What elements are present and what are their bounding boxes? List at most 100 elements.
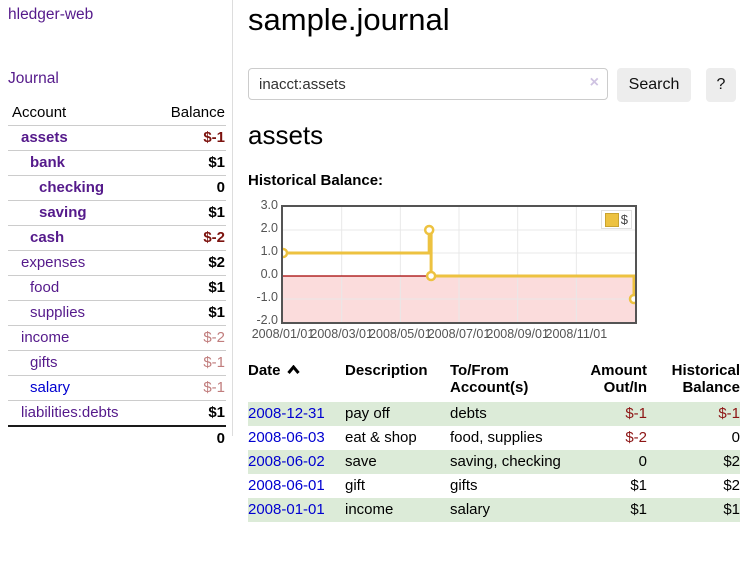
account-link[interactable]: bank [30,154,66,171]
transaction-date-link[interactable]: 2008-12-31 [248,405,325,422]
account-name-cell: bank [8,150,150,176]
transaction-date-link[interactable]: 2008-06-02 [248,453,325,470]
transaction-date-cell: 2008-06-03 [248,426,345,450]
register-header-amount: Amount Out/In [590,362,647,396]
transaction-row: 2008-01-01 income salary $1 $1 [248,498,740,522]
account-name-cell: expenses [8,250,150,276]
account-link[interactable]: saving [39,204,87,221]
nav-journal-link[interactable]: Journal [8,70,59,87]
account-row: liabilities:debts $1 [8,400,226,427]
y-axis-tick-label: -2.0 [256,313,278,327]
account-link[interactable]: income [21,329,70,346]
accounts-header-row: Account Balance [8,101,226,126]
transaction-amount: $-2 [625,429,647,446]
transaction-date-link[interactable]: 2008-01-01 [248,501,325,518]
transaction-balance: $2 [723,477,740,494]
account-name-cell: income [8,325,150,351]
y-axis-tick-label: 0.0 [260,267,278,281]
sort-ascending-icon [286,362,300,379]
register-header-date-label: Date [248,362,281,379]
transaction-accounts: food, supplies [450,429,543,446]
historical-balance-chart: $ 3.0 2.0 1.0 0.0 -1.0 -2.0 2008/01/01 2008/03/… [248,198,742,345]
account-name-cell: salary [8,375,150,401]
legend-swatch-icon [604,212,619,227]
sidebar: hledger-web Journal Account Balance asse… [0,0,233,451]
transaction-accounts: debts [450,405,487,422]
account-link[interactable]: liabilities:debts [21,404,119,421]
transaction-date-cell: 2008-06-01 [248,474,345,498]
x-axis-tick-label: 2008/07/01 [427,327,491,341]
account-link[interactable]: assets [21,129,68,146]
accounts-total-row: 0 [8,425,226,451]
account-balance: $-2 [149,325,226,351]
account-link[interactable]: gifts [30,354,58,371]
account-balance: $-1 [149,375,226,401]
transaction-row: 2008-06-01 gift gifts $1 $2 [248,474,740,498]
account-name-cell: gifts [8,350,150,376]
account-link[interactable]: cash [30,229,65,246]
accounts-table: Account Balance assets $-1 bank $1 checking 0… [8,101,226,451]
account-link[interactable]: supplies [30,304,86,321]
x-axis-tick-label: 2008/05/01 [369,327,432,341]
transaction-balance: 0 [731,429,740,446]
transaction-amount: 0 [638,453,647,470]
account-row: supplies $1 [8,300,226,326]
transaction-date-link[interactable]: 2008-06-01 [248,477,325,494]
account-row: saving $1 [8,200,226,226]
search-input[interactable] [248,68,608,100]
account-name-cell: food [8,275,150,301]
transaction-amount: $1 [630,477,647,494]
account-row: bank $1 [8,150,226,176]
account-row: checking 0 [8,175,226,201]
main-content: sample.journal × Search ? assets Histori… [248,0,742,582]
brand-link[interactable]: hledger-web [8,6,94,23]
account-row: cash $-2 [8,225,226,251]
register-header-balance: Historical Balance [671,362,740,396]
account-row: assets $-1 [8,125,226,151]
x-axis-tick-label: 2008/09/01 [486,327,549,341]
chart-canvas [283,207,635,322]
transaction-date-cell: 2008-01-01 [248,498,345,522]
transaction-date-link[interactable]: 2008-06-03 [248,429,325,446]
register-header-description: Description [345,362,428,379]
transaction-row: 2008-12-31 pay off debts $-1 $-1 [248,402,740,426]
help-button[interactable]: ? [706,68,736,102]
chart-legend: $ [600,210,632,229]
account-balance: $-1 [149,350,226,376]
register-table: Date Description To/From Account(s) Amou… [248,360,740,522]
transaction-date-cell: 2008-12-31 [248,402,345,426]
account-balance: 0 [149,175,226,201]
account-link[interactable]: salary [30,379,71,396]
transaction-description: income [345,501,394,518]
search-button[interactable]: Search [617,68,691,102]
account-balance: $1 [149,275,226,301]
account-link[interactable]: expenses [21,254,86,271]
account-row: food $1 [8,275,226,301]
y-axis-tick-label: 3.0 [260,198,278,212]
account-balance: $1 [149,400,226,427]
account-name-cell: supplies [8,300,150,326]
transaction-accounts: saving, checking [450,453,561,470]
transaction-row: 2008-06-02 save saving, checking 0 $2 [248,450,740,474]
accounts-total-spacer [8,425,150,451]
clear-search-icon[interactable]: × [589,74,599,91]
y-axis-tick-label: 1.0 [260,244,278,258]
transaction-description: save [345,453,377,470]
account-link[interactable]: checking [39,179,105,196]
account-name-cell: cash [8,225,150,251]
account-name-cell: liabilities:debts [8,400,150,427]
account-link[interactable]: food [30,279,60,296]
account-name-cell: checking [8,175,150,201]
accounts-header-account: Account [8,101,150,126]
account-balance: $2 [149,250,226,276]
accounts-header-balance: Balance [149,101,226,126]
register-header-date[interactable]: Date [248,360,345,402]
account-row: gifts $-1 [8,350,226,376]
account-row: income $-2 [8,325,226,351]
account-balance: $1 [149,300,226,326]
account-balance: $-1 [149,125,226,151]
page-title: sample.journal [248,2,450,37]
transaction-amount: $-1 [625,405,647,422]
chart-title: Historical Balance: [248,172,384,189]
